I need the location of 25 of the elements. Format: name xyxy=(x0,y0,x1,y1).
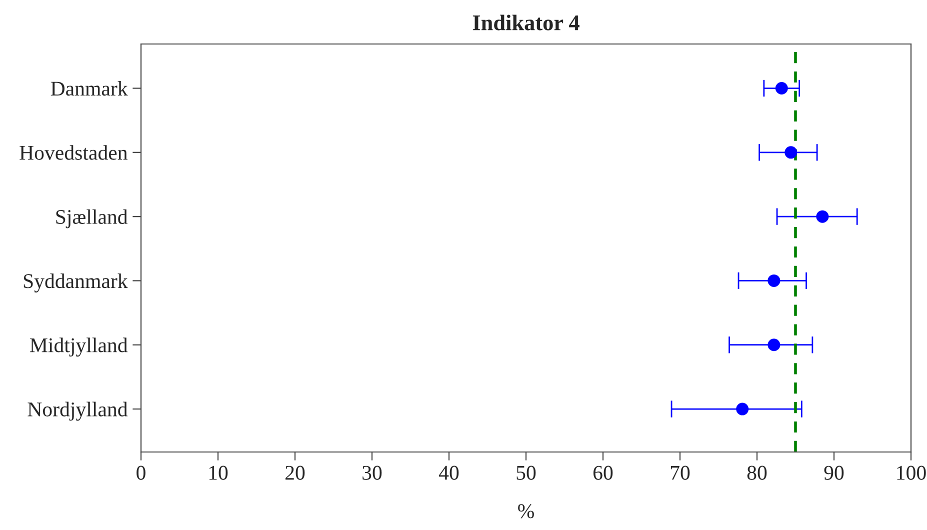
point xyxy=(768,274,780,287)
point xyxy=(736,402,749,416)
x-tick-label: 40 xyxy=(438,466,459,480)
y-tick-label: Nordjylland xyxy=(28,402,128,421)
x-tick-label: 80 xyxy=(747,466,767,480)
point xyxy=(775,82,788,95)
x-tick-label: 30 xyxy=(362,466,382,480)
chart-title: Indikator 4 xyxy=(472,14,580,30)
x-tick-label: 0 xyxy=(136,466,146,480)
x-tick-label: 20 xyxy=(286,466,305,480)
point xyxy=(784,146,798,159)
y-tick-label: Midtjylland xyxy=(30,338,128,357)
x-tick-label: 70 xyxy=(670,466,690,480)
x-tick-label: 90 xyxy=(824,466,844,480)
x-tick-label: 100 xyxy=(897,466,926,480)
x-axis-title: % xyxy=(518,504,534,518)
y-tick-label: Danmark xyxy=(50,81,128,96)
y-tick-label: Sjælland xyxy=(56,209,128,228)
x-tick-label: 50 xyxy=(516,466,536,480)
y-tick-label: Syddanmark xyxy=(24,273,128,292)
y-tick-label: Hovedstaden xyxy=(20,145,128,160)
point xyxy=(816,210,829,223)
x-tick-label: 10 xyxy=(209,466,228,480)
x-tick-label: 60 xyxy=(593,466,613,480)
point xyxy=(768,338,780,352)
